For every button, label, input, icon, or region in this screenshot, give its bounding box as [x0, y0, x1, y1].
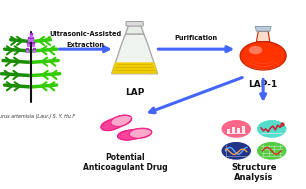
Circle shape: [249, 46, 262, 54]
Ellipse shape: [111, 115, 132, 126]
Bar: [232, 127, 235, 133]
Text: LAP: LAP: [125, 88, 144, 97]
Text: Leonurus artemisia (Laur.) S. Y. Hu F: Leonurus artemisia (Laur.) S. Y. Hu F: [0, 114, 75, 119]
Text: Purification: Purification: [175, 35, 218, 41]
Polygon shape: [256, 31, 270, 42]
Circle shape: [240, 42, 286, 70]
Text: Ultrasonic-Assisted: Ultrasonic-Assisted: [50, 31, 122, 37]
Text: Extraction: Extraction: [67, 42, 105, 48]
Circle shape: [256, 119, 287, 138]
Polygon shape: [112, 62, 158, 74]
Text: Structure: Structure: [231, 163, 277, 173]
Circle shape: [221, 119, 252, 138]
Text: Analysis: Analysis: [234, 173, 274, 182]
Bar: [227, 129, 230, 133]
Polygon shape: [112, 34, 158, 74]
Ellipse shape: [101, 119, 122, 131]
Ellipse shape: [129, 128, 152, 138]
Text: Potential: Potential: [106, 153, 145, 162]
Polygon shape: [255, 26, 271, 31]
Polygon shape: [125, 26, 144, 34]
Text: LAP-1: LAP-1: [248, 80, 278, 89]
Bar: [242, 126, 245, 133]
Bar: [237, 128, 240, 133]
Ellipse shape: [118, 130, 140, 140]
FancyBboxPatch shape: [126, 22, 143, 26]
Text: Anticoagulant Drug: Anticoagulant Drug: [83, 163, 168, 173]
Circle shape: [221, 141, 252, 160]
Circle shape: [256, 141, 287, 160]
